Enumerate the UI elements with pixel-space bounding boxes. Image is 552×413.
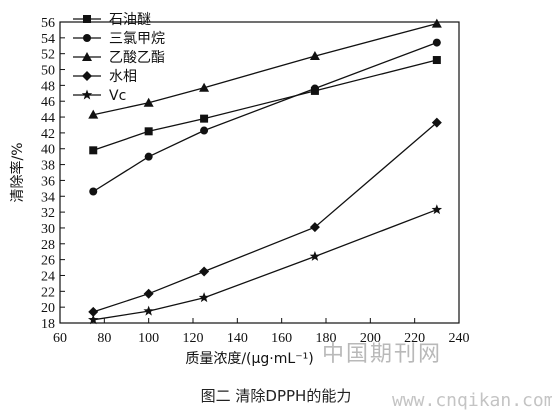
x-tick-label: 180: [316, 331, 337, 346]
legend-item: 水相: [73, 69, 137, 85]
y-tick-label: 26: [41, 254, 55, 269]
x-axis-label: 质量浓度/(μg·mL⁻¹): [185, 351, 313, 367]
data-point: [144, 127, 153, 136]
watermark-url: www.cnqikan.com: [392, 390, 552, 411]
y-tick-label: 44: [41, 111, 55, 126]
y-tick-label: 36: [41, 174, 55, 189]
legend-marker: [83, 34, 91, 42]
legend-item: 三氯甲烷: [73, 31, 165, 47]
x-tick-label: 160: [271, 331, 292, 346]
y-tick-label: 22: [41, 285, 55, 300]
legend-item: 石油醚: [73, 12, 151, 28]
legend-marker: [81, 89, 93, 100]
series-line: [93, 209, 438, 321]
y-tick-label: 42: [41, 127, 55, 142]
y-tick-label: 56: [41, 16, 55, 31]
data-point: [199, 266, 210, 277]
legend-item: Vc: [73, 88, 126, 104]
y-tick-label: 54: [41, 32, 55, 47]
data-point: [432, 56, 441, 65]
x-tick-label: 60: [53, 331, 67, 346]
y-tick-label: 38: [41, 159, 55, 174]
y-tick-label: 30: [41, 222, 55, 237]
y-tick-label: 32: [41, 206, 55, 221]
data-point: [200, 114, 209, 123]
data-point: [144, 152, 153, 161]
data-point: [309, 51, 320, 61]
y-tick-label: 28: [41, 238, 55, 253]
axes: 60 80 100 120 140 160 180 200 220 240 182022242628…: [41, 16, 470, 346]
plot-border: [59, 21, 460, 324]
legend-label: Vc: [109, 88, 126, 104]
data-point: [200, 126, 209, 135]
data-point: [310, 84, 319, 93]
data-point: [88, 314, 99, 325]
series-diamond: [88, 117, 442, 317]
data-point: [198, 292, 210, 303]
legend-marker: [82, 71, 92, 81]
legend-label: 三氯甲烷: [109, 31, 165, 47]
x-tick-label: 240: [449, 331, 470, 346]
series-star: [88, 204, 443, 325]
data-point: [88, 306, 99, 317]
y-tick-label: 34: [41, 190, 55, 205]
plot-frame: [59, 21, 460, 324]
y-tick-label: 24: [41, 269, 55, 284]
y-tick-label: 18: [41, 317, 55, 332]
legend-marker: [83, 15, 91, 23]
data-point: [89, 187, 98, 196]
data-point: [89, 146, 98, 155]
y-tick-label: 52: [41, 48, 55, 63]
data-point: [431, 18, 442, 28]
legend-marker: [82, 52, 92, 61]
x-tick-label: 80: [97, 331, 111, 346]
data-point: [431, 204, 443, 215]
legend-label: 石油醚: [109, 12, 151, 28]
data-point: [432, 38, 441, 47]
data-point: [88, 109, 99, 119]
y-tick-label: 50: [41, 64, 55, 79]
y-axis-label: 清除率/%: [9, 142, 26, 202]
data-point: [199, 82, 210, 92]
data-point: [309, 222, 320, 233]
y-tick-label: 20: [41, 301, 55, 316]
series-layer: [88, 18, 443, 325]
legend-label: 水相: [109, 69, 137, 85]
data-point: [143, 305, 154, 316]
data-point: [143, 288, 154, 299]
legend-item: 乙酸乙酯: [73, 50, 165, 66]
data-point: [309, 250, 321, 261]
watermark-text: 中国期刊网: [322, 342, 443, 367]
series-line: [93, 122, 438, 313]
figure-caption: 图二 清除DPPH的能力: [200, 387, 352, 405]
legend-label: 乙酸乙酯: [109, 50, 165, 66]
data-point: [431, 117, 442, 128]
series-circle: [89, 38, 441, 196]
x-tick-label: 200: [360, 331, 381, 346]
x-tick-label: 120: [183, 331, 204, 346]
x-tick-label: 100: [138, 331, 159, 346]
series-triangle: [88, 18, 442, 119]
y-tick-label: 46: [41, 95, 55, 110]
y-tick-label: 40: [41, 143, 55, 158]
x-tick-label: 220: [404, 331, 425, 346]
x-tick-label: 140: [227, 331, 248, 346]
data-point: [143, 97, 154, 107]
y-tick-label: 48: [41, 79, 55, 94]
